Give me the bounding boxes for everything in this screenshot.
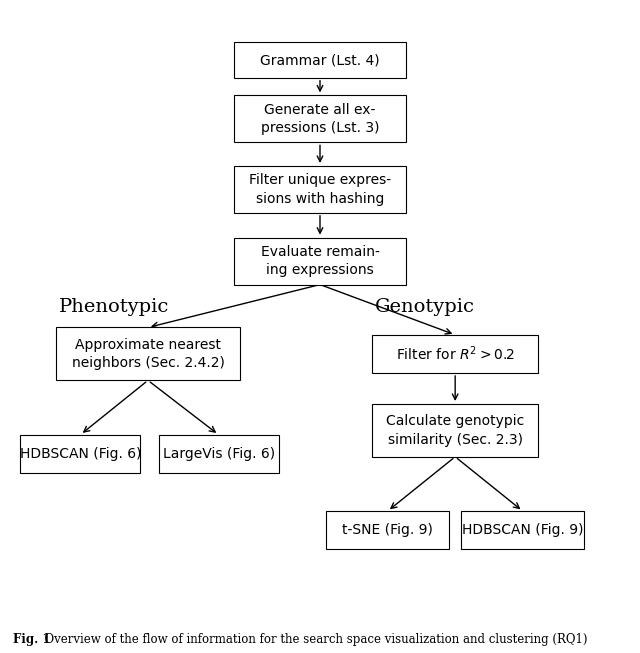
Text: HDBSCAN (Fig. 9): HDBSCAN (Fig. 9) — [462, 523, 584, 537]
Text: HDBSCAN (Fig. 6): HDBSCAN (Fig. 6) — [20, 447, 141, 461]
Text: t-SNE (Fig. 9): t-SNE (Fig. 9) — [342, 523, 433, 537]
Text: Calculate genotypic
similarity (Sec. 2.3): Calculate genotypic similarity (Sec. 2.3… — [386, 414, 524, 447]
Text: Approximate nearest
neighbors (Sec. 2.4.2): Approximate nearest neighbors (Sec. 2.4.… — [72, 338, 225, 370]
FancyBboxPatch shape — [461, 511, 584, 549]
FancyBboxPatch shape — [234, 42, 406, 78]
Text: Filter for $R^2 > 0.2$: Filter for $R^2 > 0.2$ — [396, 345, 515, 363]
Text: Phenotypic: Phenotypic — [59, 298, 170, 316]
Text: Genotypic: Genotypic — [374, 298, 474, 316]
Text: Evaluate remain-
ing expressions: Evaluate remain- ing expressions — [260, 245, 380, 278]
FancyBboxPatch shape — [234, 166, 406, 213]
Text: Grammar (Lst. 4): Grammar (Lst. 4) — [260, 53, 380, 67]
Text: Filter unique expres-
sions with hashing: Filter unique expres- sions with hashing — [249, 173, 391, 206]
Text: Fig. 1: Fig. 1 — [13, 633, 51, 646]
FancyBboxPatch shape — [326, 511, 449, 549]
Text: Generate all ex-
pressions (Lst. 3): Generate all ex- pressions (Lst. 3) — [260, 103, 380, 135]
Text: Overview of the flow of information for the search space visualization and clust: Overview of the flow of information for … — [37, 633, 588, 646]
Text: LargeVis (Fig. 6): LargeVis (Fig. 6) — [163, 447, 275, 461]
FancyBboxPatch shape — [372, 335, 538, 373]
FancyBboxPatch shape — [234, 238, 406, 285]
FancyBboxPatch shape — [372, 404, 538, 457]
FancyBboxPatch shape — [234, 95, 406, 142]
FancyBboxPatch shape — [20, 435, 140, 473]
FancyBboxPatch shape — [159, 435, 278, 473]
FancyBboxPatch shape — [56, 328, 240, 380]
